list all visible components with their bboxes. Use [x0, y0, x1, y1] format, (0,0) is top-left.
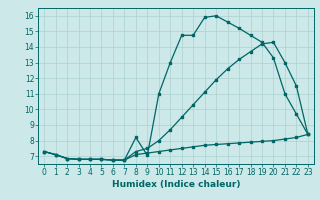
X-axis label: Humidex (Indice chaleur): Humidex (Indice chaleur): [112, 180, 240, 189]
